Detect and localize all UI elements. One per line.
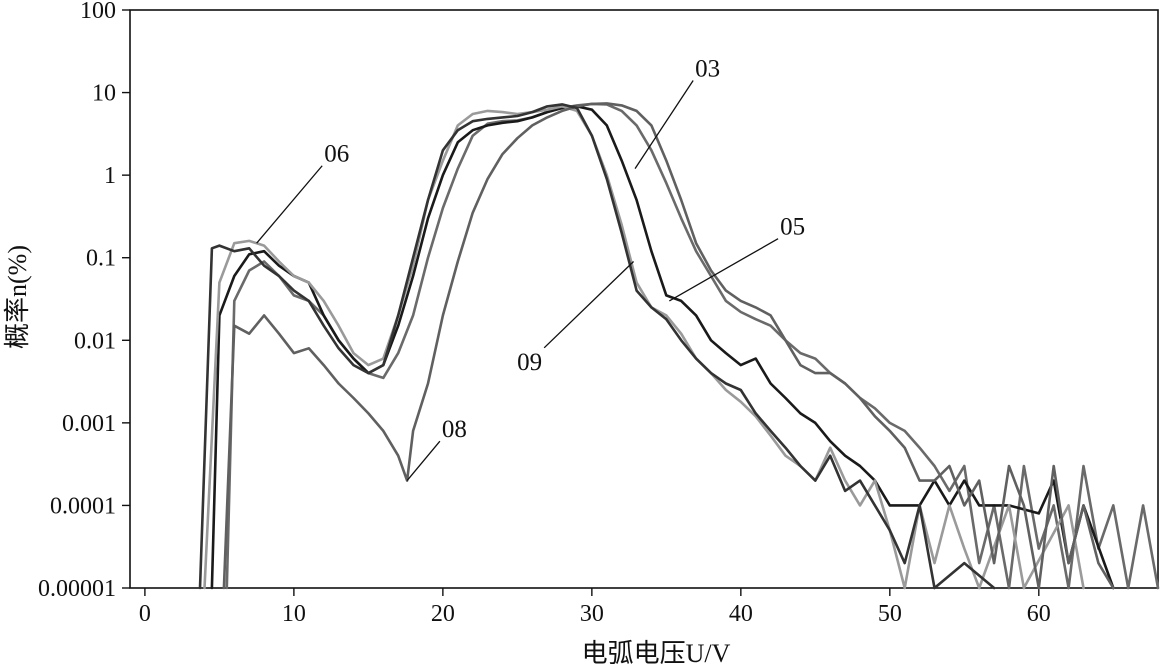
annotation-leader-09 bbox=[543, 261, 635, 349]
x-tick-label: 40 bbox=[729, 601, 753, 627]
series-layer bbox=[198, 102, 1160, 590]
x-tick-label: 10 bbox=[282, 601, 306, 627]
series-line-09 bbox=[198, 103, 996, 590]
annotation-leader-05 bbox=[669, 238, 779, 302]
annotation-leader-06 bbox=[256, 165, 323, 244]
x-tick-label: 0 bbox=[139, 601, 151, 627]
x-axis-title: 电弧电压U/V bbox=[582, 639, 731, 668]
x-tick-label: 20 bbox=[431, 601, 455, 627]
y-tick-label: 0.0001 bbox=[50, 493, 116, 519]
x-tick-label: 50 bbox=[878, 601, 902, 627]
y-tick-label: 0.1 bbox=[86, 246, 116, 272]
series-line-05 bbox=[210, 105, 1115, 590]
annotation-leader-08 bbox=[406, 440, 441, 481]
annotations: 03 05 06 08 09 bbox=[256, 56, 805, 481]
plot-frame bbox=[129, 9, 1159, 589]
series-label-06: 06 bbox=[324, 141, 349, 168]
series-label-05: 05 bbox=[780, 214, 805, 241]
y-tick-label: 0.01 bbox=[74, 328, 116, 354]
series-label-08: 08 bbox=[442, 416, 467, 443]
x-tick-label: 60 bbox=[1027, 601, 1051, 627]
y-tick-label: 0.001 bbox=[62, 411, 116, 437]
annotation-leader-03 bbox=[634, 80, 694, 169]
series-label-03: 03 bbox=[695, 56, 720, 83]
series-line-03 bbox=[225, 102, 1160, 590]
y-axis-title: 概率n(%) bbox=[3, 245, 32, 349]
y-tick-label: 10 bbox=[92, 81, 116, 107]
y-tick-label: 0.00001 bbox=[38, 576, 116, 602]
y-tick-label: 100 bbox=[80, 0, 116, 24]
series-label-09: 09 bbox=[517, 349, 542, 376]
y-tick-label: 1 bbox=[104, 163, 116, 189]
axes: 0 10 20 30 40 50 60 0.00001 0.0001 0.001 0.01 0.1 1 1… bbox=[38, 0, 1159, 627]
series-line-06 bbox=[203, 105, 1085, 590]
series-line-08 bbox=[222, 102, 1115, 590]
x-tick-label: 30 bbox=[580, 601, 604, 627]
